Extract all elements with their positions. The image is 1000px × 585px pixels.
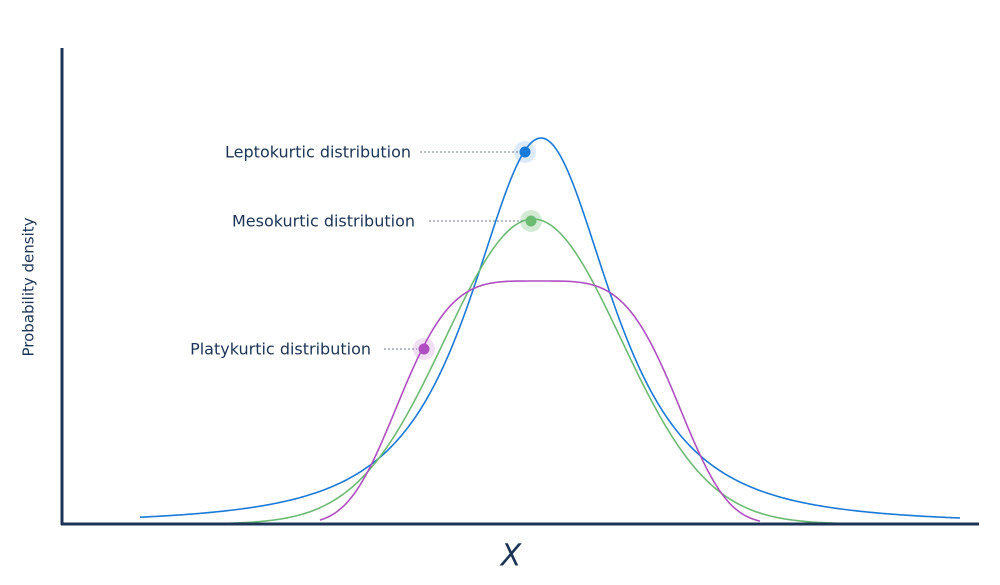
annotation: Mesokurtic distribution	[232, 212, 415, 231]
annotation: Leptokurtic distribution	[225, 143, 411, 162]
mesokurtic-marker	[429, 210, 542, 232]
platykurtic-curve	[319, 280, 761, 522]
mesokurtic-curve	[149, 218, 910, 525]
annotation: Platykurtic distribution	[190, 340, 371, 359]
y-axis-label: Probability density	[20, 217, 38, 356]
leptokurtic-curve	[139, 137, 961, 519]
x-axis-label: X	[499, 539, 523, 574]
platykurtic-marker	[384, 338, 435, 360]
leptokurtic-marker	[420, 141, 536, 163]
